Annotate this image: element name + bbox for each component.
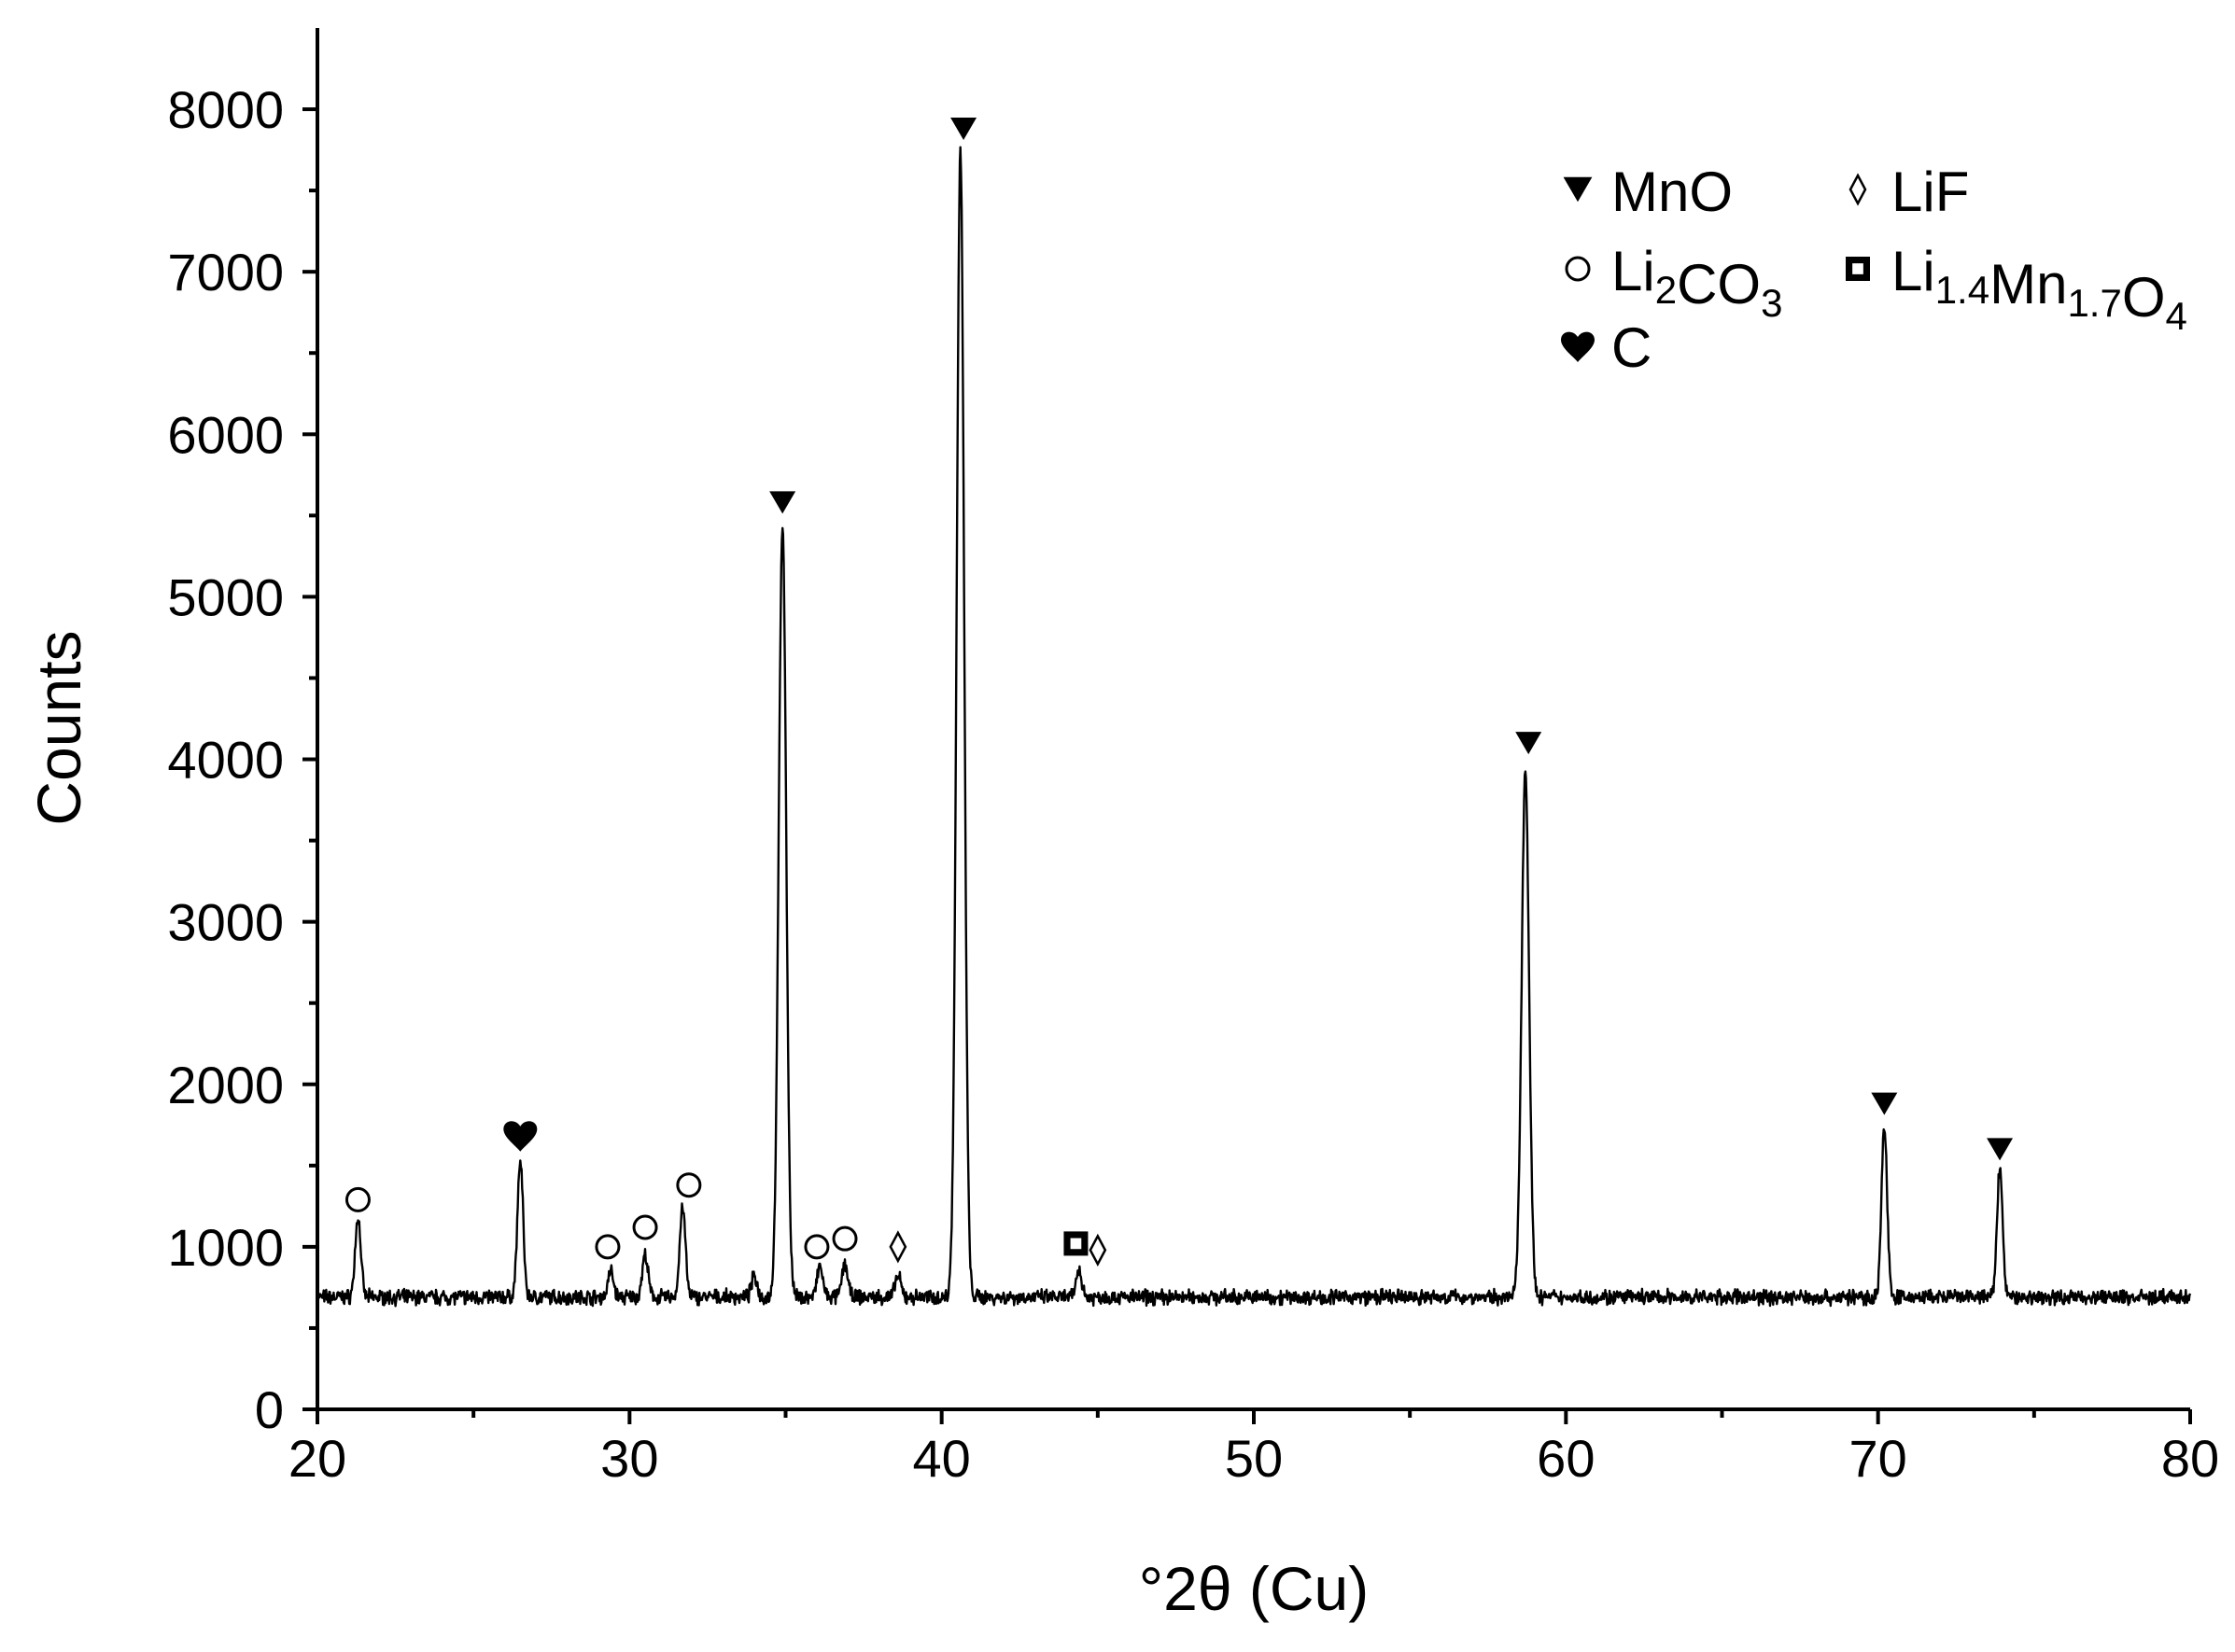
legend-label: Li2CO3 <box>1611 240 1782 325</box>
li2co3-marker <box>344 1186 371 1212</box>
mno-marker <box>1515 732 1542 755</box>
legend-label-part: O <box>2122 266 2166 329</box>
y-tick-label: 5000 <box>167 567 284 626</box>
legend-label-subscript: 2 <box>1655 268 1677 312</box>
legend-label-part: CO <box>1677 253 1761 315</box>
x-tick-label: 60 <box>1537 1429 1595 1488</box>
x-tick-label: 30 <box>600 1429 658 1488</box>
legend-label: Li1.4Mn1.7O4 <box>1891 240 2187 338</box>
li2co3-marker <box>595 1234 621 1260</box>
axes <box>316 28 2190 1411</box>
legend-label: LiF <box>1891 161 1969 223</box>
legend-label-part: Li <box>1891 240 1935 302</box>
mno-marker <box>1563 176 1593 203</box>
ticks <box>302 107 2192 1424</box>
legend-label-part: MnO <box>1611 161 1733 223</box>
spinel-marker-center <box>1852 263 1863 274</box>
carbon-marker <box>1561 331 1595 362</box>
tick-labels: 20 30 40 50 60 70 80 0 1000 2000 3000 4000 5000 6000 7… <box>167 80 2219 1488</box>
spinel-marker-center <box>1070 1238 1082 1250</box>
mno-marker <box>1871 1092 1898 1115</box>
y-tick-label: 3000 <box>167 893 284 952</box>
li2co3-marker <box>1565 256 1591 282</box>
legend-label-subscript: 1.7 <box>2067 281 2121 325</box>
legend-entry: Li1.4Mn1.7O4 <box>1846 240 2187 338</box>
legend-label: C <box>1611 316 1652 379</box>
x-tick-label: 80 <box>2161 1429 2219 1488</box>
lif-marker <box>1089 1233 1107 1267</box>
legend-entry: C <box>1561 316 1652 379</box>
diffraction-trace <box>316 146 2192 1308</box>
li2co3-marker <box>832 1225 858 1252</box>
y-tick-label: 6000 <box>167 405 284 464</box>
li2co3-marker <box>804 1234 830 1260</box>
legend-entry: Li2CO3 <box>1565 240 1782 325</box>
legend-label-part: LiF <box>1891 161 1969 223</box>
y-tick-label: 4000 <box>167 731 284 790</box>
x-tick-label: 20 <box>288 1429 346 1488</box>
legend-label-part: Li <box>1611 240 1655 302</box>
x-tick-label: 70 <box>1849 1429 1907 1488</box>
x-axis-title: °2θ (Cu) <box>1139 1554 1369 1623</box>
y-tick-label: 2000 <box>167 1056 284 1114</box>
x-tick-label: 40 <box>913 1429 971 1488</box>
legend-label-subscript: 4 <box>2166 294 2187 338</box>
x-tick-label: 50 <box>1225 1429 1283 1488</box>
mno-marker <box>1987 1138 2014 1161</box>
lif-marker <box>889 1230 907 1264</box>
li2co3-marker <box>676 1172 702 1198</box>
y-tick-label: 0 <box>255 1380 284 1439</box>
legend-label-part: C <box>1611 316 1652 379</box>
y-tick-label: 1000 <box>167 1218 284 1277</box>
li2co3-marker <box>632 1214 658 1240</box>
carbon-marker <box>503 1121 538 1152</box>
legend-entry: LiF <box>1848 161 1969 223</box>
mno-marker <box>950 117 977 140</box>
phase-markers <box>344 117 2014 1267</box>
legend-entry: MnO <box>1563 161 1733 223</box>
y-tick-label: 7000 <box>167 243 284 301</box>
legend-label-subscript: 1.4 <box>1935 268 1989 312</box>
legend-label: MnO <box>1611 161 1733 223</box>
mno-marker <box>769 491 796 514</box>
legend-label-part: Mn <box>1989 253 2067 315</box>
lif-marker <box>1848 173 1867 206</box>
y-tick-label: 8000 <box>167 80 284 139</box>
legend-label-subscript: 3 <box>1761 281 1782 325</box>
y-axis-title: Counts <box>24 630 93 825</box>
